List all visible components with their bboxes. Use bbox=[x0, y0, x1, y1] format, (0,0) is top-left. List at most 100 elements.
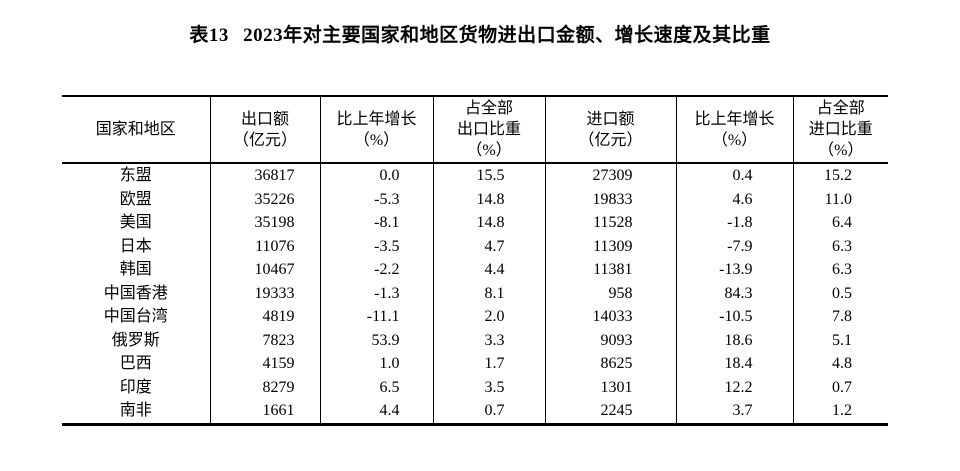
cell-export-growth: -2.2 bbox=[319, 258, 433, 282]
cell-export-growth: -1.3 bbox=[319, 281, 433, 305]
cell-export-growth: 0.0 bbox=[319, 163, 433, 188]
table-title: 表13 2023年对主要国家和地区货物进出口金额、增长速度及其比重 bbox=[0, 20, 960, 47]
cell-region: 韩国 bbox=[119, 261, 152, 278]
cell-import-value: 11309 bbox=[544, 234, 676, 258]
cell-region: 印度 bbox=[119, 378, 152, 396]
column-header-line: （亿元） bbox=[232, 131, 297, 149]
cell-region: 南非 bbox=[119, 402, 152, 419]
cell-import-value: 14033 bbox=[544, 305, 676, 329]
cell-export-share: 0.7 bbox=[432, 399, 545, 424]
cell-import-growth: 4.6 bbox=[675, 187, 793, 211]
cell-import-growth: 84.3 bbox=[675, 281, 793, 305]
cell-region: 美国 bbox=[119, 214, 152, 231]
cell-export-value: 7823 bbox=[209, 328, 320, 352]
table-title-text: 2023年对主要国家和地区货物进出口金额、增长速度及其比重 bbox=[243, 25, 771, 46]
column-header-import-growth: 比上年增长 （%） bbox=[675, 96, 793, 164]
cell-import-value: 9093 bbox=[544, 328, 676, 352]
cell-export-value: 35198 bbox=[209, 211, 320, 235]
cell-export-share: 4.7 bbox=[432, 234, 545, 258]
cell-import-growth: 3.7 bbox=[675, 399, 793, 424]
cell-import-growth: -1.8 bbox=[675, 211, 793, 235]
cell-export-share: 1.7 bbox=[432, 352, 545, 376]
cell-export-value: 1661 bbox=[209, 399, 320, 424]
cell-import-value: 2245 bbox=[544, 399, 676, 424]
cell-import-share: 15.2 bbox=[792, 163, 888, 188]
cell-export-growth: -5.3 bbox=[319, 187, 433, 211]
cell-import-growth: 12.2 bbox=[675, 375, 793, 399]
column-header-line: 比上年增长 bbox=[694, 110, 775, 128]
table-row: 欧盟 35226 -5.3 14.8 19833 4.6 11.0 bbox=[62, 187, 888, 211]
cell-export-value: 4159 bbox=[209, 352, 320, 376]
column-header-line: 占全部 bbox=[816, 100, 865, 117]
cell-export-share: 14.8 bbox=[432, 187, 545, 211]
cell-export-value: 10467 bbox=[209, 258, 320, 282]
cell-region: 日本 bbox=[119, 237, 152, 255]
column-header-line: （亿元） bbox=[578, 131, 643, 149]
cell-import-value: 19833 bbox=[544, 187, 676, 211]
column-header-line: （%） bbox=[466, 142, 512, 159]
column-header-line: 国家和地区 bbox=[95, 121, 176, 138]
cell-export-share: 2.0 bbox=[432, 305, 545, 329]
table-row: 韩国 10467 -2.2 4.4 11381 -13.9 6.3 bbox=[62, 258, 888, 282]
table-number: 表13 bbox=[189, 25, 229, 46]
cell-export-growth: -3.5 bbox=[319, 234, 433, 258]
cell-export-growth: 4.4 bbox=[319, 399, 433, 424]
cell-import-growth: 18.6 bbox=[675, 328, 793, 352]
cell-export-value: 35226 bbox=[209, 187, 320, 211]
table-row: 印度 8279 6.5 3.5 1301 12.2 0.7 bbox=[62, 375, 888, 399]
cell-export-share: 14.8 bbox=[432, 211, 545, 235]
cell-import-value: 27309 bbox=[544, 163, 676, 188]
table-body: 东盟 36817 0.0 15.5 27309 0.4 15.2 欧盟 35226 -5.3 14.… bbox=[62, 163, 888, 424]
column-header-line: 出口额 bbox=[240, 110, 289, 128]
cell-import-share: 6.3 bbox=[792, 258, 888, 282]
cell-import-share: 4.8 bbox=[792, 352, 888, 376]
cell-export-growth: -11.1 bbox=[319, 305, 433, 329]
table-row: 东盟 36817 0.0 15.5 27309 0.4 15.2 bbox=[62, 163, 888, 188]
cell-region: 巴西 bbox=[119, 355, 152, 372]
column-header-line: 占全部 bbox=[464, 100, 513, 117]
table-row: 南非 1661 4.4 0.7 2245 3.7 1.2 bbox=[62, 399, 888, 424]
column-header-line: 进口比重 bbox=[808, 121, 873, 138]
cell-export-growth: -8.1 bbox=[319, 211, 433, 235]
table-row: 中国台湾 4819 -11.1 2.0 14033 -10.5 7.8 bbox=[62, 305, 888, 329]
cell-region: 中国台湾 bbox=[103, 308, 168, 325]
cell-export-value: 8279 bbox=[209, 375, 320, 399]
column-header-export-growth: 比上年增长 （%） bbox=[319, 96, 433, 164]
cell-export-growth: 53.9 bbox=[319, 328, 433, 352]
column-header-line: 比上年增长 bbox=[336, 110, 417, 128]
cell-import-share: 0.7 bbox=[792, 375, 888, 399]
cell-import-growth: 18.4 bbox=[675, 352, 793, 376]
cell-import-share: 6.3 bbox=[792, 234, 888, 258]
column-header-line: （%） bbox=[353, 131, 400, 149]
cell-export-value: 4819 bbox=[209, 305, 320, 329]
cell-import-value: 8625 bbox=[544, 352, 676, 376]
cell-import-share: 6.4 bbox=[792, 211, 888, 235]
column-header-export-share: 占全部出口比重 （%） bbox=[432, 96, 545, 164]
table-row: 巴西 4159 1.0 1.7 8625 18.4 4.8 bbox=[62, 352, 888, 376]
trade-table: 国家和地区 出口额 （亿元） 比上年增长 （%） 占全部出口比重 （%） 进口额 （亿元） 比上年… bbox=[62, 95, 888, 426]
column-header-region: 国家和地区 bbox=[62, 96, 210, 164]
column-header-line: 出口比重 bbox=[456, 121, 521, 138]
cell-import-share: 5.1 bbox=[792, 328, 888, 352]
table-row: 日本 11076 -3.5 4.7 11309 -7.9 6.3 bbox=[62, 234, 888, 258]
cell-export-share: 8.1 bbox=[432, 281, 545, 305]
cell-import-share: 11.0 bbox=[792, 187, 888, 211]
cell-export-growth: 6.5 bbox=[319, 375, 433, 399]
header-row: 国家和地区 出口额 （亿元） 比上年增长 （%） 占全部出口比重 （%） 进口额 （亿元） 比上年… bbox=[62, 96, 888, 164]
column-header-export-value: 出口额 （亿元） bbox=[209, 96, 320, 164]
column-header-line: （%） bbox=[711, 131, 758, 149]
cell-import-growth: -13.9 bbox=[675, 258, 793, 282]
cell-region: 东盟 bbox=[119, 167, 152, 184]
cell-import-growth: 0.4 bbox=[675, 163, 793, 188]
cell-import-growth: -10.5 bbox=[675, 305, 793, 329]
cell-import-value: 11381 bbox=[544, 258, 676, 282]
cell-export-share: 3.3 bbox=[432, 328, 545, 352]
table-row: 美国 35198 -8.1 14.8 11528 -1.8 6.4 bbox=[62, 211, 888, 235]
cell-export-share: 15.5 bbox=[432, 163, 545, 188]
cell-region: 欧盟 bbox=[119, 190, 152, 208]
cell-import-value: 11528 bbox=[544, 211, 676, 235]
cell-import-value: 958 bbox=[544, 281, 676, 305]
column-header-line: 进口额 bbox=[586, 110, 635, 128]
cell-import-share: 0.5 bbox=[792, 281, 888, 305]
cell-export-share: 4.4 bbox=[432, 258, 545, 282]
